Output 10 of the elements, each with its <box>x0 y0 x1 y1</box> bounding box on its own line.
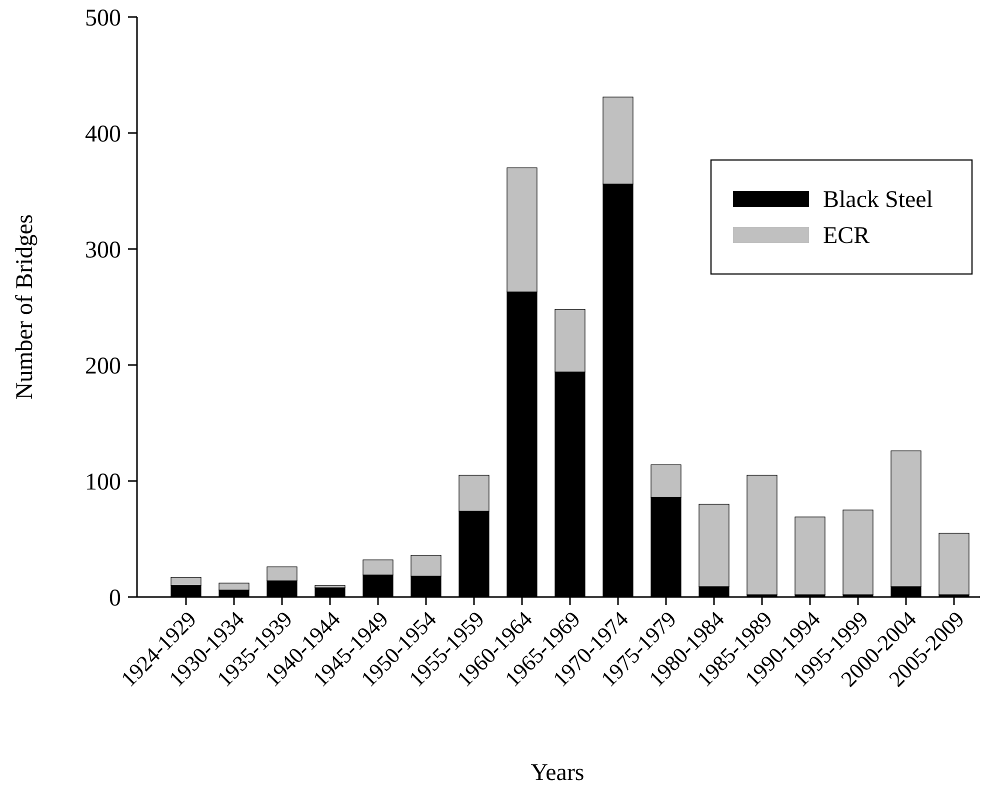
legend-label: Black Steel <box>823 187 934 213</box>
legend-label: ECR <box>823 223 870 249</box>
y-tick-label: 300 <box>85 237 121 264</box>
y-tick-label: 200 <box>85 353 121 380</box>
x-axis-title: Years <box>530 760 584 786</box>
y-tick-label: 0 <box>109 585 121 612</box>
y-tick-label: 500 <box>85 5 121 32</box>
y-tick-label: 100 <box>85 469 121 496</box>
y-axis-title: Number of Bridges <box>12 214 38 400</box>
y-tick-label: 400 <box>85 121 121 148</box>
